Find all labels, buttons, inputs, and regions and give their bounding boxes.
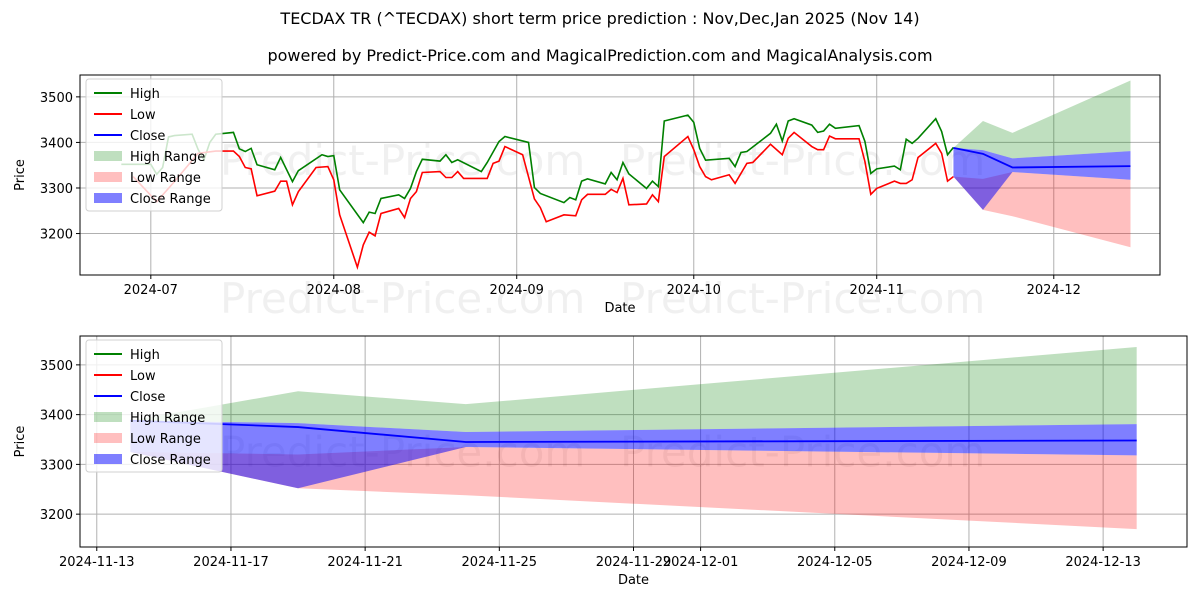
close-line	[953, 147, 1131, 169]
legend: High Low Close High Range Low Range Close Ran…	[85, 78, 223, 212]
y-tick-label: 3300	[40, 458, 73, 473]
plot-frame	[79, 335, 1188, 548]
legend-swatch	[94, 151, 122, 161]
legend-swatch	[94, 433, 122, 443]
x-tick-label: 2024-11-25	[462, 555, 538, 570]
x-tick-label: 2024-12-01	[663, 555, 739, 570]
legend-swatch	[94, 412, 122, 422]
y-tick-label: 3500	[40, 359, 73, 374]
y-tick-label: 3200	[40, 508, 73, 523]
legend-box	[85, 78, 223, 212]
legend-label: Low Range	[130, 171, 201, 186]
legend-label: High Range	[130, 150, 205, 165]
legend-swatch	[94, 193, 122, 203]
watermark: Predict-Price.com	[620, 274, 985, 323]
chart-title: TECDAX TR (^TECDAX) short term price pre…	[280, 9, 920, 28]
panel-history-and-forecast: 2024-07 2024-08 2024-09 2024-10 2024-11 2024-…	[13, 74, 1161, 323]
x-tick-label: 2024-08	[307, 283, 361, 298]
y-tick-label: 3500	[40, 91, 73, 106]
high-range-band	[953, 80, 1131, 159]
high-range-band	[130, 346, 1137, 433]
legend-swatch	[94, 454, 122, 464]
watermark: Predict-Price.com	[220, 274, 585, 323]
x-tick-label: 2024-12	[1027, 283, 1081, 298]
x-tick-label: 2024-12-13	[1065, 555, 1141, 570]
legend-label: High	[130, 87, 160, 102]
plot-area	[121, 80, 1131, 271]
watermark: Predict-Price.com	[620, 136, 985, 185]
legend-label: Close Range	[130, 453, 211, 468]
high-line	[121, 114, 955, 225]
legend-label: Low Range	[130, 432, 201, 447]
low-line	[132, 131, 954, 271]
y-tick-label: 3300	[40, 182, 73, 197]
x-axis-label: Date	[618, 573, 649, 588]
x-tick-label: 2024-10	[667, 283, 721, 298]
panel-forecast-zoom: 2024-11-13 2024-11-17 2024-11-21 2024-11-25…	[13, 335, 1188, 588]
close-range-band	[130, 420, 1137, 489]
x-axis-label: Date	[604, 301, 635, 316]
legend-label: Low	[130, 108, 156, 123]
x-tick-label: 2024-12-05	[797, 555, 873, 570]
y-tick-label: 3200	[40, 228, 73, 243]
legend-swatch	[94, 172, 122, 182]
x-tick-label: 2024-11-29	[596, 555, 672, 570]
x-tick-label: 2024-09	[490, 283, 544, 298]
legend-box	[85, 339, 223, 473]
x-tick-label: 2024-11	[850, 283, 904, 298]
chart-subtitle: powered by Predict-Price.com and Magical…	[267, 46, 933, 65]
y-tick-label: 3400	[40, 136, 73, 151]
close-range-band	[953, 147, 1131, 210]
x-tick-label: 2024-11-17	[193, 555, 269, 570]
plot-frame	[79, 74, 1161, 276]
x-tick-label: 2024-12-09	[931, 555, 1007, 570]
y-tick-label: 3400	[40, 409, 73, 424]
legend: High Low Close High Range Low Range Close Ran…	[85, 339, 223, 473]
x-tick-label: 2024-11-21	[327, 555, 403, 570]
legend-label: High Range	[130, 411, 205, 426]
legend-label: Close	[130, 390, 165, 405]
y-axis-label: Price	[13, 426, 28, 458]
x-tick-label: 2024-07	[124, 283, 178, 298]
legend-label: Close	[130, 129, 165, 144]
y-axis-label: Price	[13, 159, 28, 191]
legend-label: High	[130, 348, 160, 363]
legend-label: Close Range	[130, 192, 211, 207]
x-tick-label: 2024-11-13	[59, 555, 135, 570]
legend-label: Low	[130, 369, 156, 384]
plot-area	[130, 346, 1137, 530]
